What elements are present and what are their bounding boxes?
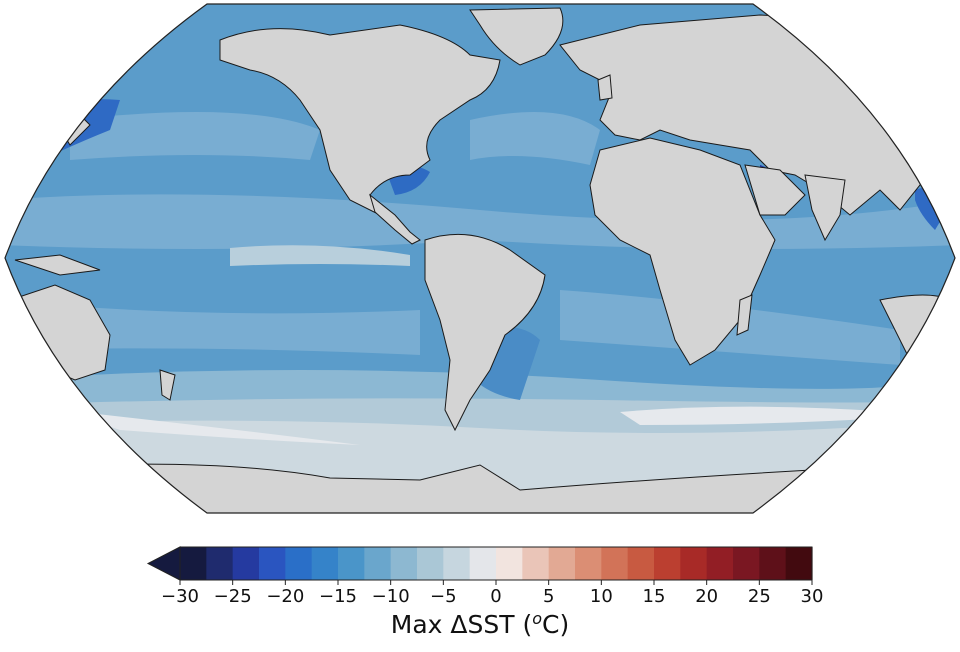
madagascar	[736, 294, 753, 336]
colorbar-cell	[654, 547, 681, 580]
colorbar-cell	[311, 547, 339, 580]
antarctica	[5, 461, 955, 513]
colorbar-cell	[180, 547, 207, 580]
colorbar-tick-label: 20	[695, 586, 718, 607]
colorbar-cell	[338, 547, 365, 580]
colorbar-tick-label: 15	[643, 586, 666, 607]
colorbar-cells	[180, 547, 813, 580]
colorbar-tick-label: −20	[266, 586, 304, 607]
colorbar-tick-label: −15	[319, 586, 357, 607]
indonesia	[14, 254, 101, 276]
north-america	[219, 24, 501, 217]
colorbar-cell	[627, 547, 655, 580]
colorbar-ticks: −30 −25 −20 −15 −10 −5 0 5 10 15 20 25 30	[161, 580, 823, 607]
colorbar-cell	[575, 547, 602, 580]
colorbar-cell	[443, 547, 471, 580]
colorbar-cell	[232, 547, 260, 580]
colorbar-cell	[733, 547, 760, 580]
india	[804, 174, 846, 242]
uk	[597, 74, 613, 101]
africa	[589, 137, 776, 366]
south-america	[424, 233, 546, 432]
colorbar: −30 −25 −20 −15 −10 −5 0 5 10 15 20 25 30 Max ΔSST (…	[146, 546, 823, 639]
colorbar-tick-label: 30	[801, 586, 824, 607]
colorbar-cell	[285, 547, 313, 580]
colorbar-tick-label: 5	[543, 586, 554, 607]
colorbar-tick-label: 0	[490, 586, 501, 607]
colorbar-tick-label: −5	[430, 586, 457, 607]
new-zealand	[159, 369, 176, 401]
sst-anomaly-map	[4, 3, 956, 514]
colorbar-title: Max ΔSST (oC)	[391, 609, 569, 639]
arabian-peninsula	[744, 164, 806, 216]
colorbar-cell	[364, 547, 392, 580]
colorbar-cell	[548, 547, 576, 580]
colorbar-tick-label: −30	[161, 586, 199, 607]
colorbar-cell	[496, 547, 523, 580]
central-america	[369, 193, 421, 245]
colorbar-cell	[785, 547, 813, 580]
colorbar-cell	[417, 547, 444, 580]
colorbar-cell	[759, 547, 787, 580]
colorbar-cell	[680, 547, 708, 580]
greenland	[469, 7, 564, 66]
colorbar-cell	[469, 547, 497, 580]
colorbar-tick-label: 10	[590, 586, 613, 607]
colorbar-tick-label: 25	[748, 586, 771, 607]
colorbar-tick-label: −25	[214, 586, 252, 607]
colorbar-tick-label: −10	[372, 586, 410, 607]
colorbar-cell	[390, 547, 418, 580]
colorbar-extend-triangle	[146, 546, 181, 581]
globe-outline	[4, 3, 956, 514]
colorbar-cell	[206, 547, 234, 580]
colorbar-cell	[601, 547, 629, 580]
colorbar-cell	[259, 547, 286, 580]
colorbar-cell	[522, 547, 550, 580]
colorbar-cell	[706, 547, 734, 580]
